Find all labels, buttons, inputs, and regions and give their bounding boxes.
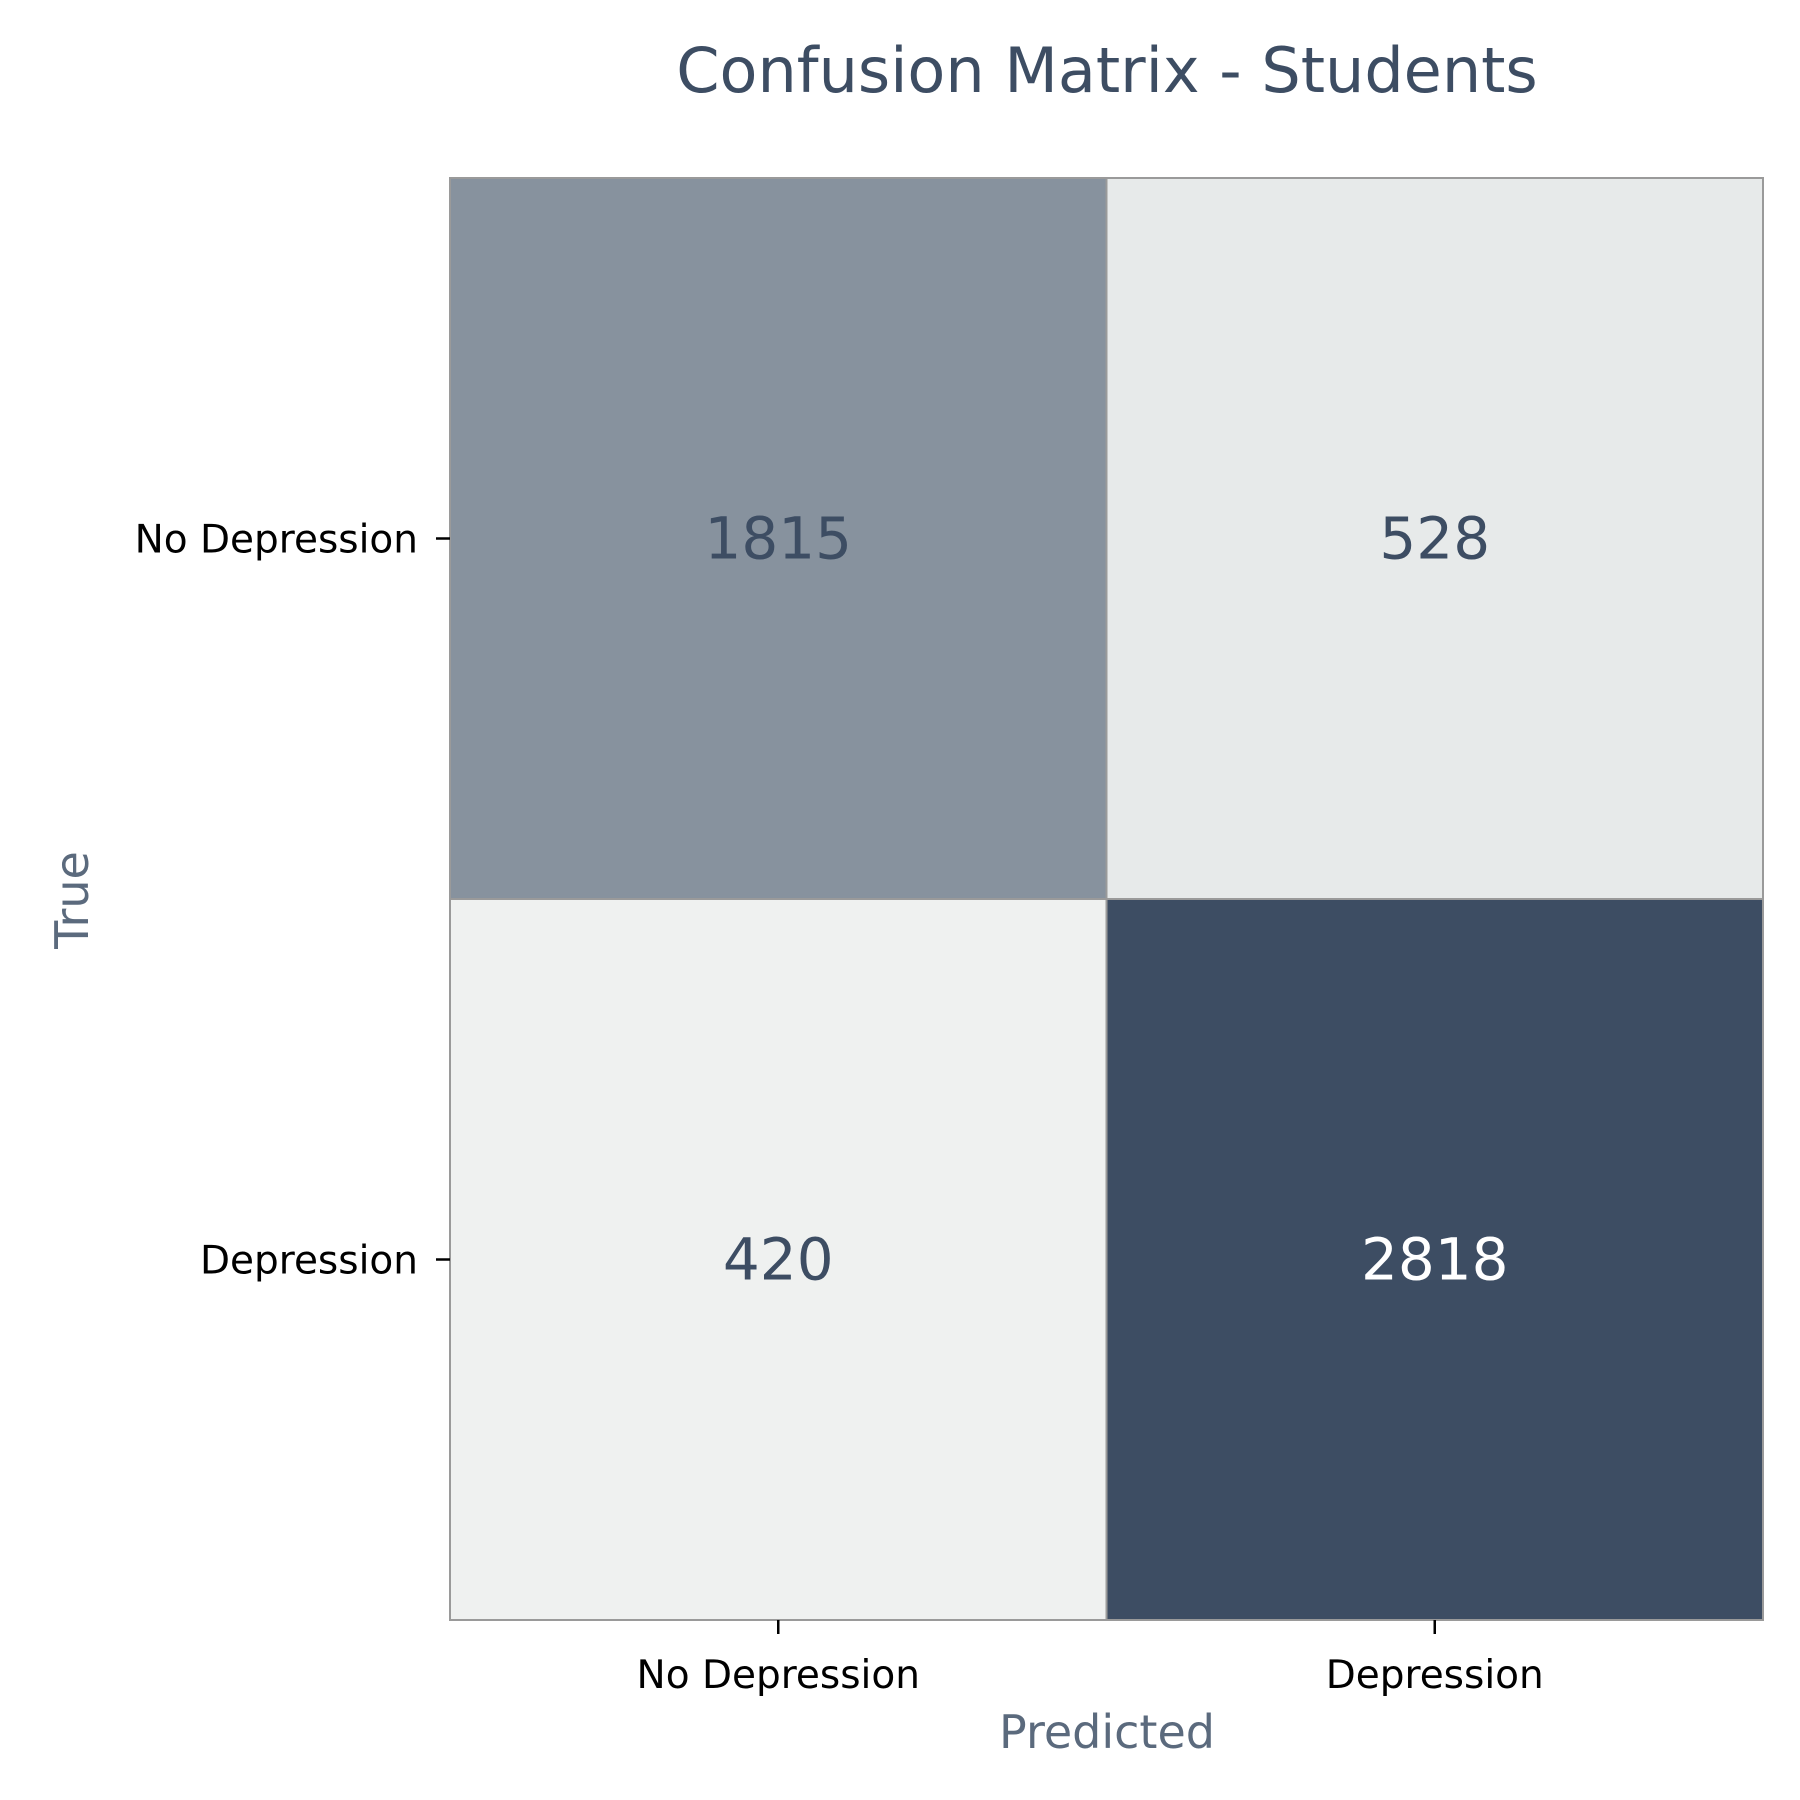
cell-value-label: 420 [723, 1226, 834, 1294]
axis-ticks: No Depression Depression No Depression Depr… [135, 518, 1544, 1699]
x-tick-label: Depression [1326, 1653, 1544, 1698]
heatmap-cell-0-0 [449, 177, 1108, 900]
y-axis-label: True [45, 851, 99, 950]
heatmap-cells: 1815 528 420 2818 [449, 177, 1764, 1621]
heatmap-cell-0-1 [1105, 177, 1764, 900]
heatmap-cell-1-0 [449, 898, 1108, 1621]
cell-value-label: 1815 [704, 505, 852, 573]
y-tick-label: Depression [200, 1239, 418, 1284]
cell-value-label: 528 [1379, 505, 1490, 573]
cell-value-label: 2818 [1361, 1226, 1509, 1294]
chart-title: Confusion Matrix - Students [676, 34, 1537, 107]
x-axis-label: Predicted [999, 1705, 1215, 1759]
y-tick-label: No Depression [135, 518, 418, 563]
x-tick-label: No Depression [637, 1653, 920, 1698]
heatmap-cell-1-1 [1105, 898, 1764, 1621]
